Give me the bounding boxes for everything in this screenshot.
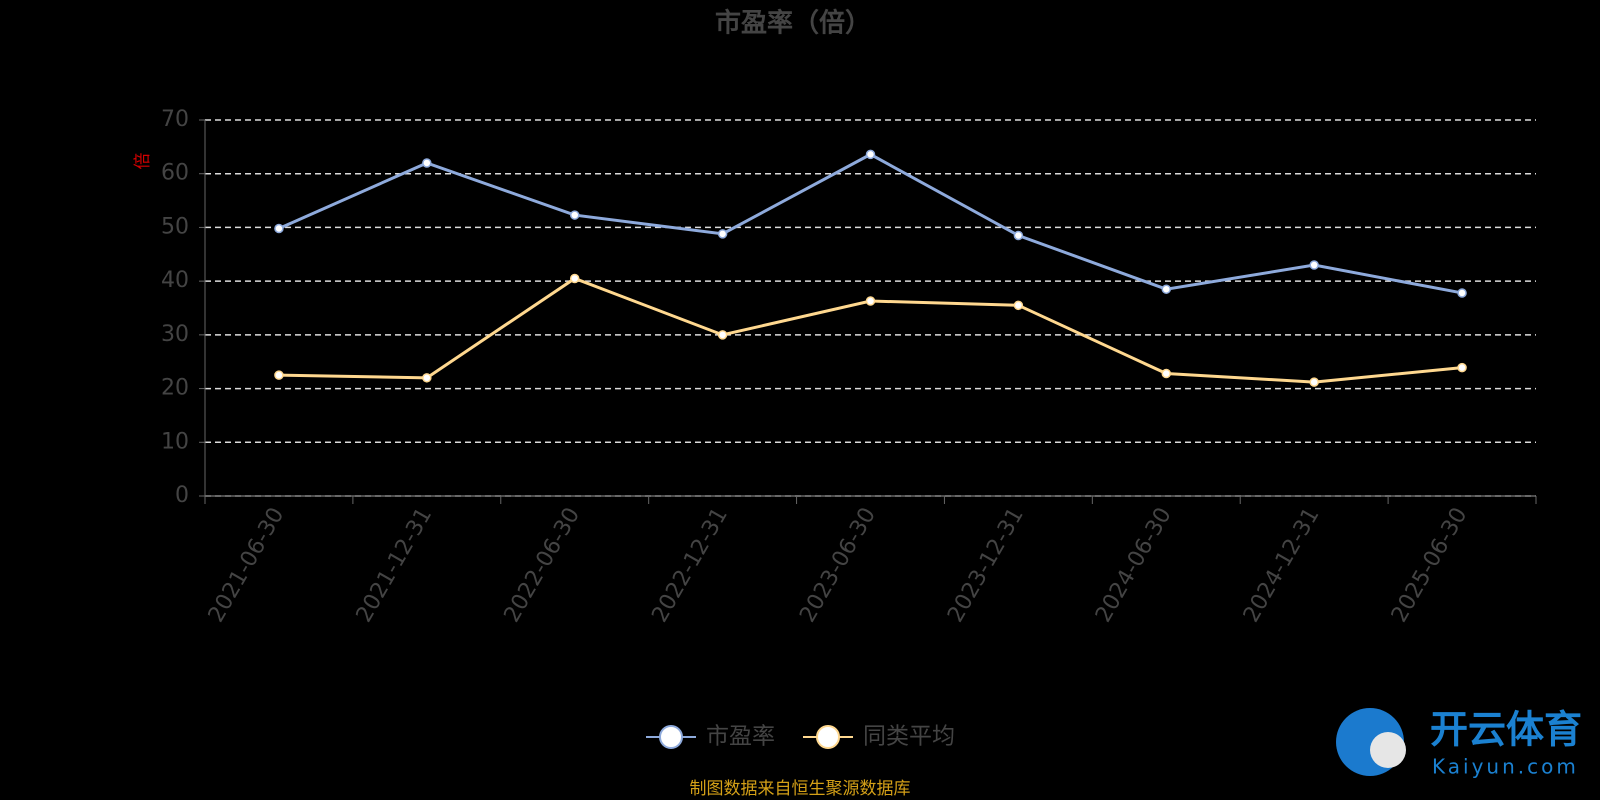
watermark-logo-ball xyxy=(1370,732,1406,768)
data-point xyxy=(569,210,580,220)
legend-marker xyxy=(816,725,840,749)
data-point xyxy=(717,229,728,239)
data-point xyxy=(1309,260,1319,270)
y-tick-label: 30 xyxy=(161,322,189,347)
data-point xyxy=(1161,284,1172,294)
data-point xyxy=(274,223,284,234)
y-tick-label: 20 xyxy=(161,376,189,401)
y-tick-label: 10 xyxy=(161,429,189,454)
legend-label: 同类平均 xyxy=(863,724,955,750)
data-point xyxy=(865,149,876,160)
y-tick-label: 70 xyxy=(161,107,189,132)
y-tick-label: 60 xyxy=(161,161,189,186)
y-tick-label: 0 xyxy=(175,483,189,508)
data-point xyxy=(1161,368,1172,379)
y-axis-label: 倍 xyxy=(133,153,153,170)
legend-item: 同类平均 xyxy=(803,724,955,750)
data-point xyxy=(422,158,432,168)
source-note: 制图数据来自恒生聚源数据库 xyxy=(690,779,911,799)
legend-label: 市盈率 xyxy=(706,724,775,750)
data-point xyxy=(274,370,284,380)
data-point xyxy=(1457,362,1467,373)
data-point xyxy=(1013,230,1024,241)
watermark-site: Kaiyun.com xyxy=(1432,755,1579,779)
data-point xyxy=(1013,300,1024,311)
y-tick-label: 50 xyxy=(161,214,189,239)
data-point xyxy=(422,373,432,383)
data-point xyxy=(569,273,580,284)
watermark-brand: 开云体育 xyxy=(1430,708,1582,752)
data-point xyxy=(1457,288,1467,298)
watermark: 开云体育 Kaiyun.com xyxy=(1336,708,1582,779)
y-tick-label: 40 xyxy=(161,268,189,293)
data-point xyxy=(717,330,728,340)
legend-item: 市盈率 xyxy=(646,724,775,750)
legend-marker xyxy=(659,725,683,749)
data-point xyxy=(865,296,876,306)
data-point xyxy=(1309,377,1319,387)
chart-title: 市盈率（倍） xyxy=(715,8,871,39)
